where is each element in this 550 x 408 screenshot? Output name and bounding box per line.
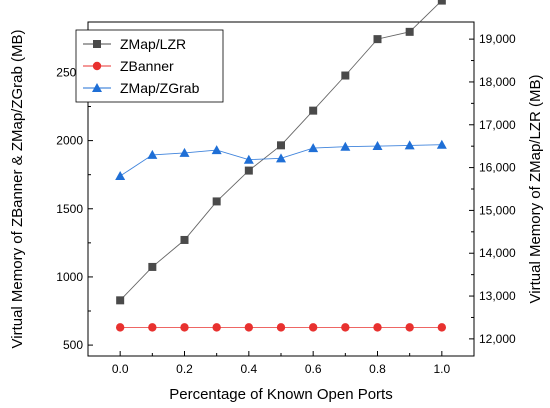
legend-label: ZMap/LZR (120, 36, 186, 52)
series-zmap-zgrab (115, 139, 447, 181)
y-right-tick-label: 13,000 (479, 289, 516, 303)
data-point (180, 323, 189, 332)
y-right-tick-label: 14,000 (479, 246, 516, 260)
data-point (309, 106, 318, 115)
x-tick-label: 1.0 (433, 362, 450, 376)
data-point (341, 71, 350, 80)
data-point (179, 147, 190, 157)
data-point (308, 323, 318, 332)
data-point (148, 323, 157, 332)
legend-label: ZMap/ZGrab (120, 80, 200, 96)
y-right-tick-label: 12,000 (479, 332, 516, 346)
data-point (405, 323, 414, 332)
data-point (115, 323, 125, 332)
y-left-tick-label: 2000 (56, 134, 83, 148)
data-point (341, 323, 350, 332)
data-point (372, 141, 383, 151)
y-left-tick-label: 1500 (56, 202, 83, 216)
y-right-tick-label: 16,000 (479, 161, 516, 175)
data-point (308, 143, 319, 153)
data-point (340, 141, 351, 151)
y-right-tick-label: 18,000 (479, 75, 516, 89)
data-point (404, 140, 415, 150)
legend-item: ZMap/LZR (83, 36, 186, 52)
data-point (436, 139, 447, 149)
legend: ZMap/LZR ZBanner ZMap/ZGrab (75, 29, 224, 103)
y-right-tick-label: 15,000 (479, 203, 516, 217)
y-right-tick-label: 19,000 (479, 32, 516, 46)
data-point (437, 323, 447, 332)
legend-item: ZBanner (83, 58, 174, 74)
data-point (244, 323, 254, 332)
data-point (277, 141, 285, 150)
data-point (405, 27, 414, 36)
x-tick-label: 0.4 (240, 362, 257, 376)
data-point (212, 323, 221, 332)
legend-label: ZBanner (120, 58, 174, 74)
data-point (212, 197, 221, 206)
series-zbanner (115, 323, 447, 332)
data-point (180, 235, 189, 244)
x-tick-label: 0.2 (176, 362, 193, 376)
x-tick-label: 0.8 (369, 362, 386, 376)
series-zmap-lzr (116, 0, 446, 305)
data-point (437, 0, 446, 5)
data-point (115, 171, 126, 181)
data-point (244, 166, 253, 175)
legend-marker (93, 40, 101, 48)
data-point (147, 149, 158, 159)
data-point (148, 262, 157, 271)
legend-item: ZMap/ZGrab (83, 80, 200, 96)
data-point (116, 296, 125, 305)
y-left-tick-label: 500 (63, 338, 83, 352)
data-point (276, 153, 286, 163)
data-point (211, 145, 222, 155)
data-point (373, 35, 382, 44)
y-right-tick-label: 17,000 (479, 118, 516, 132)
y-left-tick-label: 1000 (56, 270, 83, 284)
x-axis-title: Percentage of Known Open Ports (169, 386, 392, 403)
legend-items: ZMap/LZR ZBanner ZMap/ZGrab (83, 36, 200, 96)
x-tick-label: 0.0 (112, 362, 129, 376)
data-point (276, 323, 286, 332)
series-layer (115, 0, 447, 332)
y-axis-right-title: Virtual Memory of ZMap/LZR (MB) (527, 75, 544, 304)
y-axis-left-title: Virtual Memory of ZBanner & ZMap/ZGrab (… (9, 30, 26, 349)
x-tick-label: 0.6 (305, 362, 322, 376)
legend-marker (92, 61, 102, 71)
y-axis-right: 12,000 13,000 14,000 15,000 16,000 17,000 18,0… (469, 32, 516, 346)
data-point (243, 154, 254, 164)
data-point (373, 323, 382, 332)
x-axis: 0.0 0.2 0.4 0.6 0.8 1.0 (87, 351, 475, 376)
legend-marker (92, 83, 102, 92)
